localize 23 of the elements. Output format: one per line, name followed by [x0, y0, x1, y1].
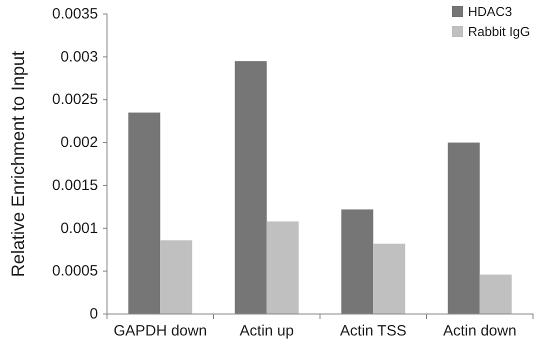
x-tick-label: GAPDH down: [114, 322, 207, 340]
bar: [160, 240, 192, 314]
bar: [234, 61, 267, 314]
bar: [128, 112, 160, 314]
y-axis-title: Relative Enrichment to Input: [8, 50, 28, 278]
y-tick-label: 0.001: [60, 220, 98, 237]
y-tick-label: 0.0005: [52, 262, 98, 280]
bar: [448, 142, 480, 314]
legend-label: Rabbit IgG: [468, 24, 530, 39]
legend-label: HDAC3: [468, 4, 512, 19]
y-tick-label: 0.003: [60, 48, 98, 66]
y-tick-label: 0.0015: [52, 176, 98, 194]
bar: [341, 209, 374, 314]
y-tick-label: 0.002: [60, 134, 98, 152]
x-tick-label: Actin down: [443, 322, 516, 340]
y-tick-label: 0.0025: [52, 91, 98, 108]
x-tick-label: Actin TSS: [340, 322, 406, 340]
bar: [480, 274, 512, 314]
y-tick-label: 0.0035: [52, 6, 98, 22]
bar: [373, 244, 406, 314]
x-tick-label: Actin up: [240, 322, 294, 340]
y-tick-label: 0: [90, 306, 98, 322]
bar: [266, 221, 299, 314]
